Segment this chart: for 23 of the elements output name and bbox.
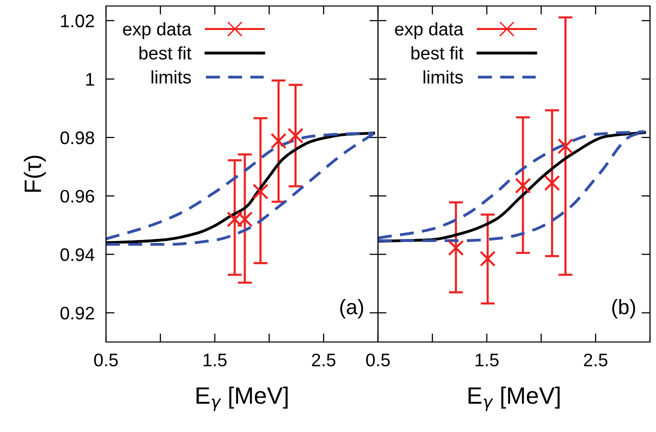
- x-tick-label: 1.5: [476, 354, 499, 366]
- x-tick-label: 2.5: [584, 354, 608, 366]
- y-tick-label: 1.02: [61, 14, 94, 28]
- legend-label: best fit: [411, 46, 464, 60]
- legend-label: best fit: [139, 46, 192, 60]
- x-tick-label: 2.5: [312, 354, 336, 366]
- x-axis-title: E$_{γ}$ [MeV]: [196, 386, 288, 412]
- annotation: (b): [612, 299, 636, 318]
- y-tick-label: 0.92: [60, 306, 94, 320]
- annotation: (a): [340, 299, 364, 318]
- y-tick-label: 0.94: [60, 248, 94, 262]
- x-axis-title: E$_{γ}$ [MeV]: [468, 386, 560, 412]
- y-tick-label: 1: [86, 73, 94, 86]
- legend-label: exp data: [123, 22, 192, 40]
- y-axis-title: F(τ): [24, 156, 46, 192]
- x-tick-label: 0.5: [366, 354, 390, 366]
- legend-label: limits: [424, 70, 463, 84]
- legend-label: limits: [152, 70, 191, 84]
- y-tick-label: 0.98: [60, 131, 94, 144]
- x-tick-label: 0.5: [94, 354, 118, 366]
- legend-label: exp data: [395, 22, 464, 40]
- x-tick-label: 1.5: [204, 354, 227, 366]
- y-tick-label: 0.96: [60, 190, 94, 203]
